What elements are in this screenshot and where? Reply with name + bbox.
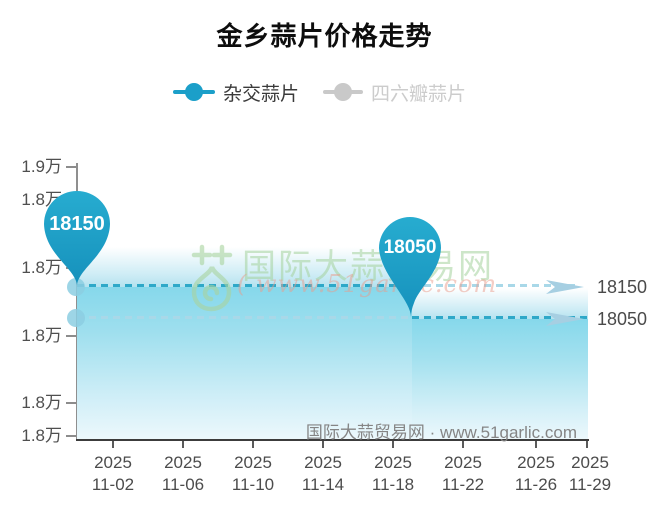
legend-dot-icon xyxy=(185,83,203,101)
markline-18150 xyxy=(412,284,580,287)
x-axis-label: 2025 11-06 xyxy=(161,453,205,494)
area-glow-left xyxy=(77,247,412,287)
series-line-18150 xyxy=(77,284,412,287)
legend-label: 杂交蒜片 xyxy=(223,83,300,105)
legend-marker-active-icon xyxy=(173,83,215,101)
x-axis-label: 2025 11-22 xyxy=(441,453,485,494)
arrow-right-icon xyxy=(546,312,584,326)
x-tick xyxy=(392,441,394,448)
area-fill-18050 xyxy=(412,319,588,439)
page-title: 金乡蒜片价格走势 xyxy=(216,21,433,51)
x-tick xyxy=(182,441,184,448)
legend-marker-inactive-icon xyxy=(323,83,363,101)
data-point-dot xyxy=(67,309,85,327)
x-tick xyxy=(252,441,254,448)
y-axis-label: 1.8万 xyxy=(21,326,62,345)
x-tick xyxy=(322,441,324,448)
legend-item-sijiuban-garlic[interactable]: 四六瓣蒜片 xyxy=(323,82,466,105)
y-axis-label: 1.8万 xyxy=(21,258,62,277)
legend-dot-icon xyxy=(334,83,352,101)
series-line-18050 xyxy=(412,316,588,319)
x-axis-label: 2025 11-26 xyxy=(514,453,558,494)
legend-item-hybrid-garlic[interactable]: 杂交蒜片 xyxy=(173,82,299,105)
area-fill-18150 xyxy=(77,287,412,439)
area-glow-right xyxy=(412,288,588,319)
x-tick xyxy=(462,441,464,448)
legend-label: 四六瓣蒜片 xyxy=(371,83,467,105)
y-tick xyxy=(66,335,76,337)
x-axis-label: 2025 11-29 xyxy=(568,453,612,494)
y-axis-label: 1.9万 xyxy=(21,157,62,176)
y-tick xyxy=(66,435,76,437)
data-point-dot xyxy=(67,278,85,296)
watermark-site-url: ( www.51garlic.com xyxy=(237,270,498,298)
arrow-right-icon xyxy=(546,280,584,294)
x-axis-line xyxy=(76,439,589,441)
markline-value-label: 18050 xyxy=(597,309,648,329)
y-axis-label: 1.8万 xyxy=(21,426,62,445)
x-axis-label: 2025 11-18 xyxy=(371,453,415,494)
markline-18050 xyxy=(77,316,412,319)
y-tick xyxy=(66,166,76,168)
watermark-site-name: 国际大蒜贸易网 xyxy=(242,248,494,286)
y-tick xyxy=(66,402,76,404)
x-tick xyxy=(112,441,114,448)
source-attribution: 国际大蒜贸易网 · www.51garlic.com xyxy=(305,423,577,442)
x-tick xyxy=(535,441,537,448)
price-pin-18050-icon xyxy=(379,217,441,317)
markline-value-label: 18150 xyxy=(597,277,648,297)
y-axis-label: 1.8万 xyxy=(21,393,62,412)
x-axis-label: 2025 11-14 xyxy=(301,453,345,494)
x-axis-label: 2025 11-02 xyxy=(91,453,135,494)
garlic-logo-icon xyxy=(191,244,233,312)
price-pin-18150-icon xyxy=(44,191,110,285)
price-pin-label: 18050 xyxy=(383,237,437,258)
x-tick xyxy=(586,441,588,448)
x-axis-label: 2025 11-10 xyxy=(231,453,275,494)
price-pin-label: 18150 xyxy=(49,213,105,235)
